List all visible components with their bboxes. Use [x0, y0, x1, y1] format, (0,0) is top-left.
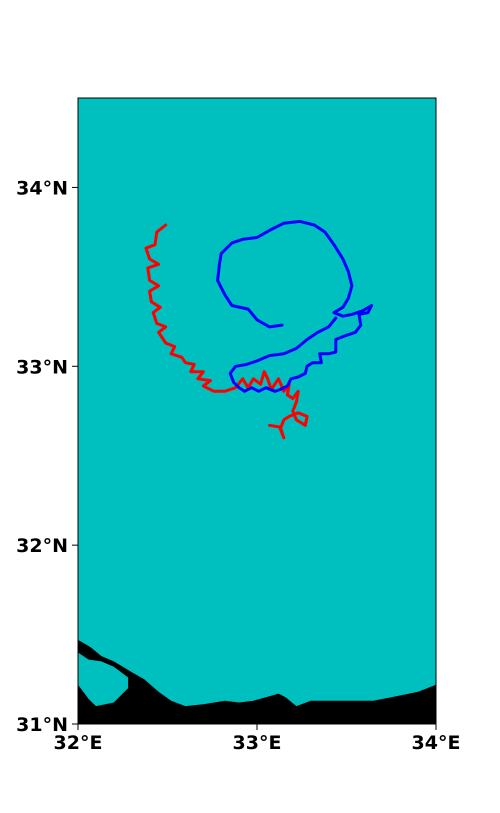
land-polygon	[78, 639, 436, 724]
x-tick-label: 32°E	[54, 732, 103, 754]
y-tick-label: 34°N	[16, 177, 68, 199]
x-axis: 32°E 33°E 34°E	[54, 724, 461, 754]
red-track-line	[144, 223, 309, 440]
y-tick-label: 32°N	[16, 535, 68, 557]
blue-track-line	[216, 219, 374, 393]
plot-area	[77, 97, 437, 725]
y-tick-label: 33°N	[16, 356, 68, 378]
x-tick-label: 33°E	[233, 732, 282, 754]
y-tick-label: 31°N	[16, 714, 68, 736]
sea-inlet	[78, 652, 129, 707]
y-axis: 31°N 32°N 33°N 34°N	[16, 177, 78, 736]
sea-background	[78, 98, 436, 724]
x-tick-label: 34°E	[412, 732, 461, 754]
tracks-layer	[144, 219, 374, 440]
land-layer	[78, 639, 436, 724]
